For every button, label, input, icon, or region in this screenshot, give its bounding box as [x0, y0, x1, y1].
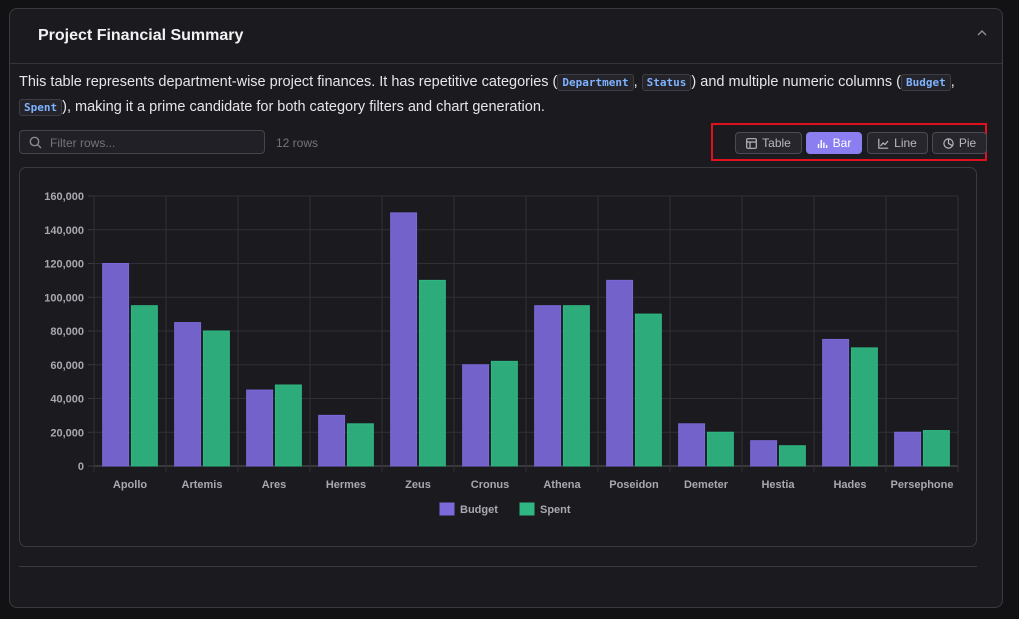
description-sep: , — [633, 74, 642, 90]
y-tick-label: 80,000 — [50, 326, 84, 338]
code-department: Department — [557, 74, 634, 91]
y-tick-label: 160,000 — [44, 191, 84, 203]
view-table-button[interactable]: Table — [735, 132, 802, 154]
legend-label: Spent — [540, 504, 571, 516]
bar-budget — [534, 305, 562, 467]
bar-budget — [102, 263, 130, 467]
bar-spent — [202, 330, 230, 467]
row-count: 12 rows — [276, 136, 319, 150]
bar-spent — [418, 279, 446, 467]
bar-spent — [706, 431, 734, 467]
card-title: Project Financial Summary — [38, 27, 244, 44]
view-bar-label: Bar — [832, 136, 852, 150]
x-tick-label: Ares — [262, 479, 286, 491]
view-pie-label: Pie — [958, 136, 977, 150]
bar-budget — [246, 389, 274, 467]
x-tick-label: Hermes — [326, 479, 366, 491]
card-header[interactable]: Project Financial Summary — [10, 9, 1002, 64]
search-icon — [29, 136, 42, 149]
bar-spent — [346, 423, 374, 467]
legend-label: Budget — [460, 504, 498, 516]
pie-chart-icon — [943, 137, 954, 149]
view-bar-button[interactable]: Bar — [806, 132, 862, 154]
legend-swatch — [519, 502, 535, 516]
y-tick-label: 100,000 — [44, 292, 84, 304]
description-sep: , — [950, 74, 955, 90]
y-tick-label: 120,000 — [44, 259, 84, 271]
bar-budget — [462, 364, 490, 467]
description-text: ), making it a prime candidate for both … — [62, 99, 545, 115]
bar-budget — [174, 322, 202, 467]
bar-spent — [562, 305, 590, 467]
bar-spent — [850, 347, 878, 467]
bar-spent — [778, 445, 806, 467]
bar-budget — [606, 279, 634, 467]
bar-spent — [922, 430, 950, 467]
x-tick-label: Apollo — [113, 479, 147, 491]
description-text: This table represents department-wise pr… — [19, 74, 558, 90]
x-tick-label: Hestia — [761, 479, 795, 491]
x-tick-label: Demeter — [684, 479, 729, 491]
filter-box[interactable] — [19, 130, 265, 154]
bar-spent — [634, 313, 662, 467]
y-tick-label: 60,000 — [50, 360, 84, 372]
x-tick-label: Athena — [543, 479, 581, 491]
bar-budget — [750, 440, 778, 467]
description: This table represents department-wise pr… — [19, 70, 979, 120]
y-tick-label: 140,000 — [44, 225, 84, 237]
view-table-label: Table — [762, 136, 791, 150]
financial-summary-card: Project Financial Summary — [9, 8, 1003, 608]
chevron-up-icon[interactable] — [974, 27, 990, 43]
code-status: Status — [641, 74, 692, 91]
x-tick-label: Artemis — [182, 479, 223, 491]
y-tick-label: 20,000 — [50, 427, 84, 439]
bar-budget — [678, 423, 706, 467]
divider — [19, 566, 977, 567]
view-line-label: Line — [894, 136, 917, 150]
code-spent: Spent — [19, 99, 63, 116]
x-tick-label: Cronus — [471, 479, 510, 491]
bar-budget — [822, 338, 850, 467]
bar-budget — [318, 414, 346, 467]
x-tick-label: Persephone — [891, 479, 954, 491]
y-tick-label: 0 — [78, 461, 84, 473]
legend-swatch — [439, 502, 455, 516]
view-switcher: Table Bar Line Pie — [711, 123, 987, 161]
line-chart-icon — [878, 138, 889, 149]
x-tick-label: Hades — [833, 479, 866, 491]
bar-spent — [490, 360, 518, 467]
code-budget: Budget — [900, 74, 951, 91]
filter-input[interactable] — [48, 132, 262, 154]
bar-spent — [130, 305, 158, 467]
table-icon — [746, 137, 758, 149]
bar-budget — [894, 431, 922, 467]
bar-chart: 0 20,000 40,000 60,000 80,000 100,000 120,000 1… — [44, 191, 959, 516]
description-text: ) and multiple numeric columns ( — [691, 74, 901, 90]
chart-panel: 0 20,000 40,000 60,000 80,000 100,000 120,000 1… — [19, 167, 977, 547]
y-tick-label: 40,000 — [50, 394, 84, 406]
bar-spent — [274, 384, 302, 467]
x-tick-label: Poseidon — [609, 479, 659, 491]
bar-budget — [390, 212, 418, 467]
view-pie-button[interactable]: Pie — [932, 132, 987, 154]
x-tick-label: Zeus — [405, 479, 431, 491]
view-line-button[interactable]: Line — [867, 132, 928, 154]
bar-chart-icon — [817, 139, 827, 148]
